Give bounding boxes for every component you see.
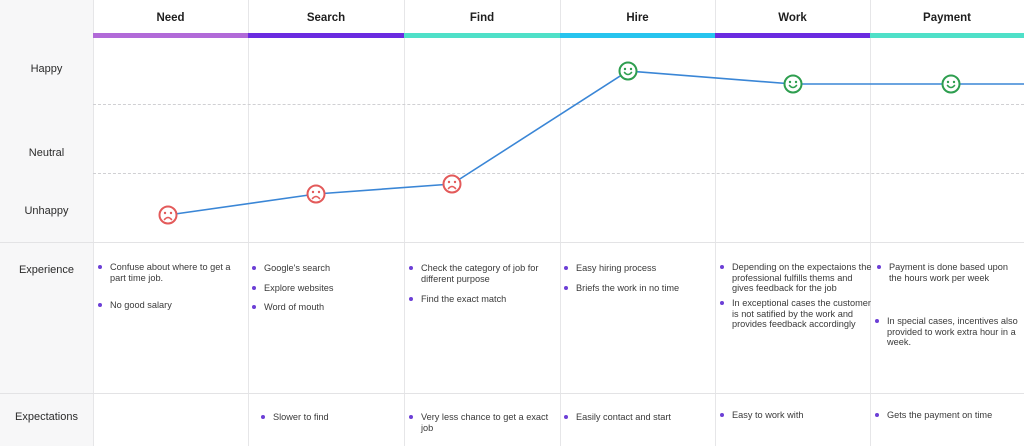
experience-note: Depending on the expectaions the profess… <box>719 262 872 294</box>
stage-color-bar <box>248 33 404 38</box>
stage-header-work: Work <box>778 12 807 24</box>
expectation-note: Slower to find <box>260 412 403 423</box>
experience-note: Word of mouth <box>251 302 399 313</box>
row-label-column <box>0 0 93 446</box>
stage-header-need: Need <box>156 12 185 24</box>
stage-header-search: Search <box>306 12 346 24</box>
section-divider <box>0 393 1024 394</box>
mood-grid-line <box>93 104 1024 105</box>
sad-face-icon <box>306 184 326 204</box>
stage-header-find: Find <box>469 12 495 24</box>
row-label-happy: Happy <box>30 63 63 75</box>
experience-note: Payment is done based upon the hours wor… <box>876 262 1019 283</box>
section-divider <box>0 242 1024 243</box>
experience-note: Find the exact match <box>408 294 556 305</box>
column-divider <box>870 0 871 446</box>
experience-note: Confuse about where to get a part time j… <box>97 262 240 283</box>
column-divider <box>93 0 94 446</box>
experience-note: Explore websites <box>251 283 399 294</box>
happy-face-icon <box>618 61 638 81</box>
row-label-neutral: Neutral <box>28 147 65 159</box>
row-label-unhappy: Unhappy <box>24 205 69 217</box>
experience-note: Google's search <box>251 263 399 274</box>
column-divider <box>404 0 405 446</box>
experience-note: No good salary <box>97 300 240 311</box>
experience-note: Briefs the work in no time <box>563 283 711 294</box>
column-divider <box>248 0 249 446</box>
expectation-note: Very less chance to get a exact job <box>408 412 556 433</box>
row-label-expectations: Expectations <box>15 411 78 423</box>
happy-face-icon <box>783 74 803 94</box>
stage-color-bar <box>93 33 248 38</box>
row-label-experience: Experience <box>18 264 75 276</box>
stage-color-bar <box>404 33 560 38</box>
stage-header-payment: Payment <box>923 12 971 24</box>
column-divider <box>715 0 716 446</box>
happy-face-icon <box>941 74 961 94</box>
sad-face-icon <box>442 174 462 194</box>
experience-note: Check the category of job for different … <box>408 263 556 284</box>
stage-color-bar <box>560 33 715 38</box>
experience-note: In special cases, incentives also provid… <box>874 316 1023 348</box>
stage-color-bar <box>870 33 1024 38</box>
expectation-note: Easily contact and start <box>563 412 711 423</box>
sad-face-icon <box>158 205 178 225</box>
experience-note: In exceptional cases the customer is not… <box>719 298 872 330</box>
stage-color-bar <box>715 33 870 38</box>
expectation-note: Gets the payment on time <box>874 410 1024 421</box>
expectation-note: Easy to work with <box>719 410 872 421</box>
mood-grid-line <box>93 173 1024 174</box>
experience-note: Easy hiring process <box>563 263 711 274</box>
column-divider <box>560 0 561 446</box>
stage-header-hire: Hire <box>626 12 649 24</box>
journey-line <box>167 70 1024 216</box>
